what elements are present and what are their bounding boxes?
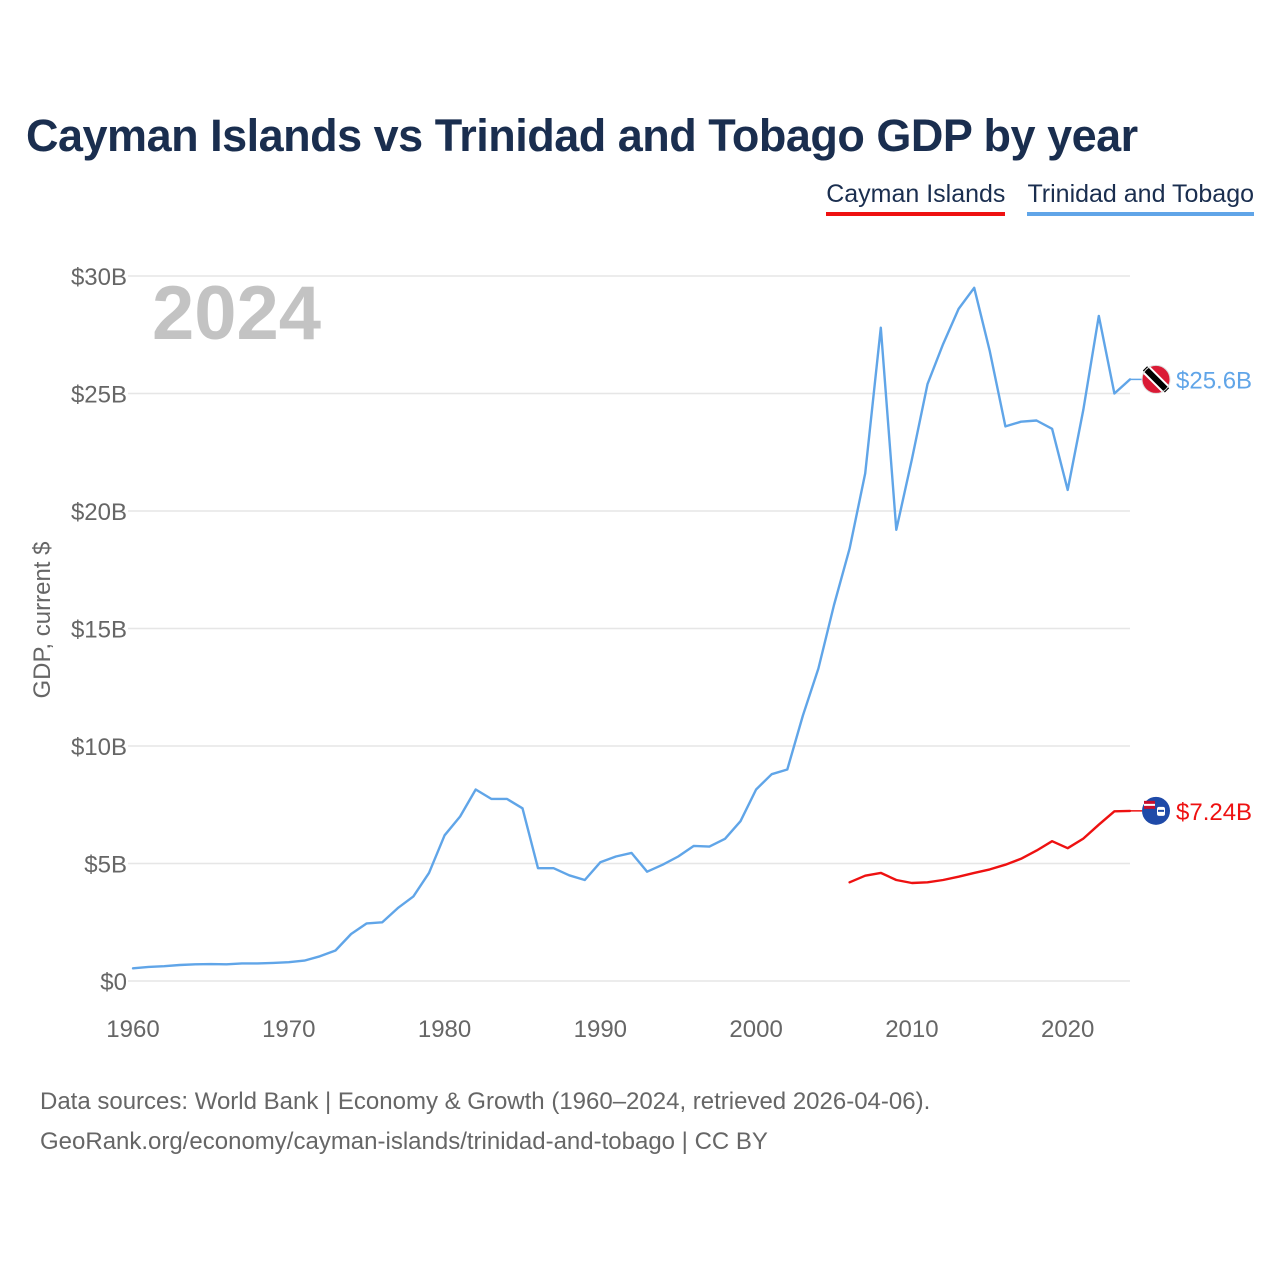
y-tick-label: $25B: [71, 382, 127, 409]
flag-border: [1141, 364, 1171, 394]
y-tick-label: $0: [100, 969, 127, 996]
y-tick-label: $15B: [71, 617, 127, 644]
source-note: Data sources: World Bank | Economy & Gro…: [40, 1082, 930, 1162]
y-tick-label: $5B: [84, 852, 127, 879]
x-tick-label: 1980: [418, 1016, 471, 1043]
x-tick-label: 1960: [106, 1016, 159, 1043]
y-tick-label: $20B: [71, 499, 127, 526]
year-overlay: 2024: [152, 271, 321, 356]
flag-stripe: [1142, 366, 1170, 393]
y-tick-label: $30B: [71, 264, 127, 291]
legend-cayman-islands[interactable]: Cayman Islands: [826, 180, 1006, 216]
x-tick-label: 1990: [574, 1016, 627, 1043]
y-axis-title: GDP, current $: [29, 542, 56, 699]
flag-shield-wave: [1158, 809, 1164, 812]
x-tick-label: 1970: [262, 1016, 315, 1043]
legend-trinidad-and-tobago[interactable]: Trinidad and Tobago: [1027, 180, 1254, 216]
series-line-cayman-islands: [848, 809, 1132, 885]
source-line-1: Data sources: World Bank | Economy & Gro…: [40, 1088, 931, 1115]
x-tick-label: 2000: [729, 1016, 782, 1043]
x-tick-label: 2010: [885, 1016, 938, 1043]
y-tick-label: $10B: [71, 734, 127, 761]
end-value-label: $7.24B: [1176, 799, 1252, 826]
series-line-trinidad-and-tobago: [131, 286, 1132, 970]
flag-canton-cross: [1144, 803, 1155, 806]
page-title: Cayman Islands vs Trinidad and Tobago GD…: [26, 110, 1138, 161]
chart-legend: Cayman Islands Trinidad and Tobago: [826, 180, 1254, 216]
end-value-label: $25.6B: [1176, 367, 1252, 394]
source-line-2: GeoRank.org/economy/cayman-islands/trini…: [40, 1128, 768, 1155]
x-tick-label: 2020: [1041, 1016, 1094, 1043]
